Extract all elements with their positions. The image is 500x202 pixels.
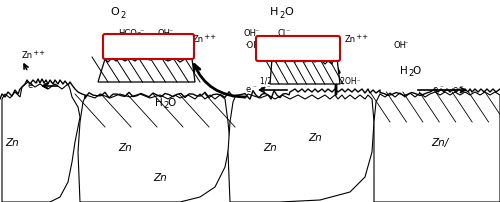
Text: 2: 2 <box>408 69 413 78</box>
Text: ⁻: ⁻ <box>139 27 143 36</box>
FancyBboxPatch shape <box>103 35 194 60</box>
Text: ⁻: ⁻ <box>459 85 463 90</box>
Text: Zn/: Zn/ <box>432 137 448 147</box>
Text: ⁻: ⁻ <box>266 85 270 90</box>
Text: O: O <box>110 7 119 17</box>
Polygon shape <box>270 48 340 85</box>
Text: 2: 2 <box>279 11 284 19</box>
Text: Zn: Zn <box>153 172 167 182</box>
Text: O: O <box>284 7 293 17</box>
Text: Corrosion Product: Corrosion Product <box>260 44 336 53</box>
Text: H: H <box>155 98 163 107</box>
Text: ⁻: ⁻ <box>252 85 256 90</box>
Text: 1/2O₂ + H₂O + 2e⁻→ 2OH⁻: 1/2O₂ + H₂O + 2e⁻→ 2OH⁻ <box>260 76 360 85</box>
Text: Zn: Zn <box>140 67 156 77</box>
Text: Zn: Zn <box>345 35 356 44</box>
Text: Zn: Zn <box>263 142 277 152</box>
Text: HCO: HCO <box>118 28 137 37</box>
Polygon shape <box>2 83 80 202</box>
Text: Zn: Zn <box>308 132 322 142</box>
Text: e: e <box>42 81 48 90</box>
Text: H: H <box>400 66 408 76</box>
Text: 2: 2 <box>163 101 168 110</box>
Text: ⁻: ⁻ <box>439 85 443 90</box>
Text: H: H <box>270 7 278 17</box>
Text: OH: OH <box>158 28 171 37</box>
Text: e: e <box>246 85 250 94</box>
Polygon shape <box>228 95 374 202</box>
Text: ⁻: ⁻ <box>285 27 290 36</box>
Text: ⁻: ⁻ <box>254 27 258 36</box>
Text: O: O <box>167 98 175 107</box>
Polygon shape <box>374 93 500 202</box>
Text: ⁻: ⁻ <box>259 39 264 48</box>
Text: O: O <box>412 66 420 76</box>
Text: ⁻: ⁻ <box>403 39 407 48</box>
Polygon shape <box>78 95 230 202</box>
Text: Zn: Zn <box>118 142 132 152</box>
Polygon shape <box>98 58 195 83</box>
Text: Cl: Cl <box>278 28 286 37</box>
Text: e: e <box>432 85 438 94</box>
Text: ⁻: ⁻ <box>49 81 53 87</box>
Text: ·OH: ·OH <box>244 40 260 49</box>
Text: ++: ++ <box>202 34 216 40</box>
Text: e: e <box>452 85 458 94</box>
Text: Zn: Zn <box>22 51 33 60</box>
Text: Zn: Zn <box>292 70 308 80</box>
Text: e: e <box>260 85 264 94</box>
Text: ⁻: ⁻ <box>34 81 38 87</box>
Text: 3: 3 <box>136 32 140 38</box>
Text: 2: 2 <box>120 11 125 19</box>
FancyBboxPatch shape <box>256 37 340 62</box>
Text: ++: ++ <box>354 34 368 40</box>
Text: Zn: Zn <box>5 137 19 147</box>
Text: OH: OH <box>393 40 406 49</box>
Text: Zn: Zn <box>193 35 204 44</box>
Text: Corrosion Product: Corrosion Product <box>110 42 186 51</box>
Text: e: e <box>28 81 32 90</box>
Text: OH: OH <box>244 28 257 37</box>
Text: ++: ++ <box>31 50 45 56</box>
Text: ⁻: ⁻ <box>168 27 172 36</box>
